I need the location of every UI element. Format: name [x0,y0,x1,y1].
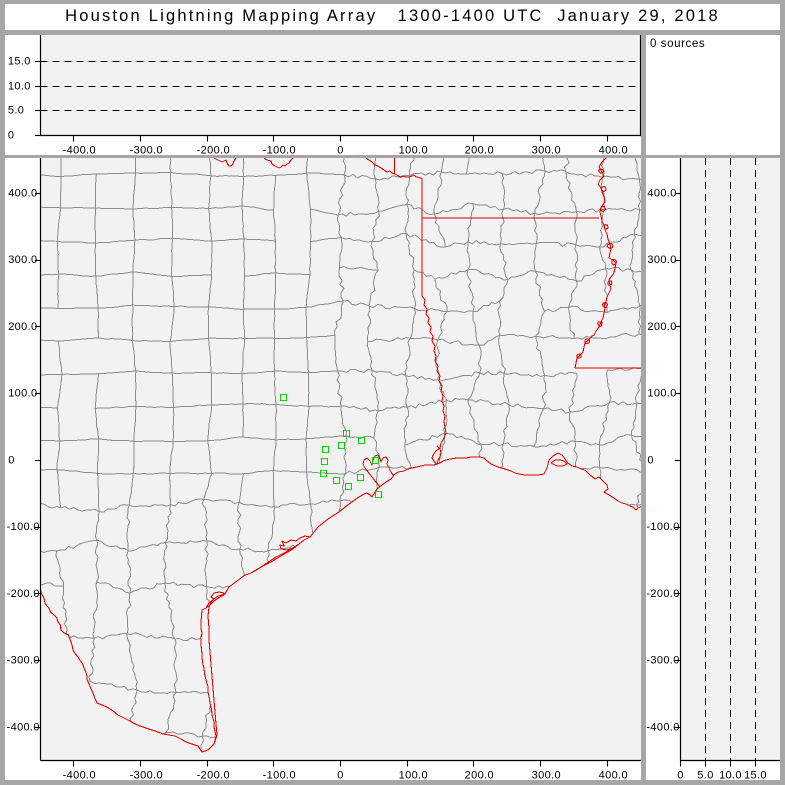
svg-text:5.0: 5.0 [697,770,713,780]
svg-text:0: 0 [337,769,343,780]
svg-text:-100.0: -100.0 [263,769,296,780]
svg-text:-400.0: -400.0 [646,721,679,733]
svg-text:300.0: 300.0 [647,254,676,266]
svg-text:-300.0: -300.0 [130,769,163,780]
svg-text:0: 0 [647,454,653,466]
svg-text:100.0: 100.0 [8,388,37,400]
svg-text:100.0: 100.0 [647,388,676,400]
svg-text:400.0: 400.0 [599,769,628,780]
svg-text:-200.0: -200.0 [646,588,679,600]
svg-text:-200.0: -200.0 [7,588,40,600]
svg-text:-400.0: -400.0 [7,721,40,733]
svg-text:-300.0: -300.0 [7,655,40,667]
svg-text:0: 0 [8,454,14,466]
svg-text:-200.0: -200.0 [197,145,230,156]
svg-text:15.0: 15.0 [8,55,31,67]
svg-text:5.0: 5.0 [8,104,24,116]
svg-text:300.0: 300.0 [532,145,561,156]
svg-text:10.0: 10.0 [8,80,31,92]
svg-text:-400.0: -400.0 [63,769,96,780]
svg-text:400.0: 400.0 [599,145,628,156]
svg-text:-200.0: -200.0 [197,769,230,780]
svg-text:0: 0 [8,129,14,141]
svg-text:-300.0: -300.0 [646,655,679,667]
svg-text:-300.0: -300.0 [130,145,163,156]
svg-text:-100.0: -100.0 [263,145,296,156]
svg-text:0: 0 [337,145,343,156]
svg-text:100.0: 100.0 [399,145,428,156]
svg-text:200.0: 200.0 [647,321,676,333]
svg-text:400.0: 400.0 [647,187,676,199]
svg-text:200.0: 200.0 [465,769,494,780]
svg-text:10.0: 10.0 [719,770,742,780]
svg-text:-400.0: -400.0 [63,145,96,156]
svg-text:200.0: 200.0 [465,145,494,156]
svg-text:0: 0 [677,770,683,780]
svg-text:300.0: 300.0 [532,769,561,780]
svg-text:400.0: 400.0 [8,187,37,199]
svg-text:-100.0: -100.0 [646,521,679,533]
svg-text:-100.0: -100.0 [7,521,40,533]
svg-text:15.0: 15.0 [744,770,767,780]
svg-text:100.0: 100.0 [399,769,428,780]
svg-text:200.0: 200.0 [8,321,37,333]
svg-text:300.0: 300.0 [8,254,37,266]
